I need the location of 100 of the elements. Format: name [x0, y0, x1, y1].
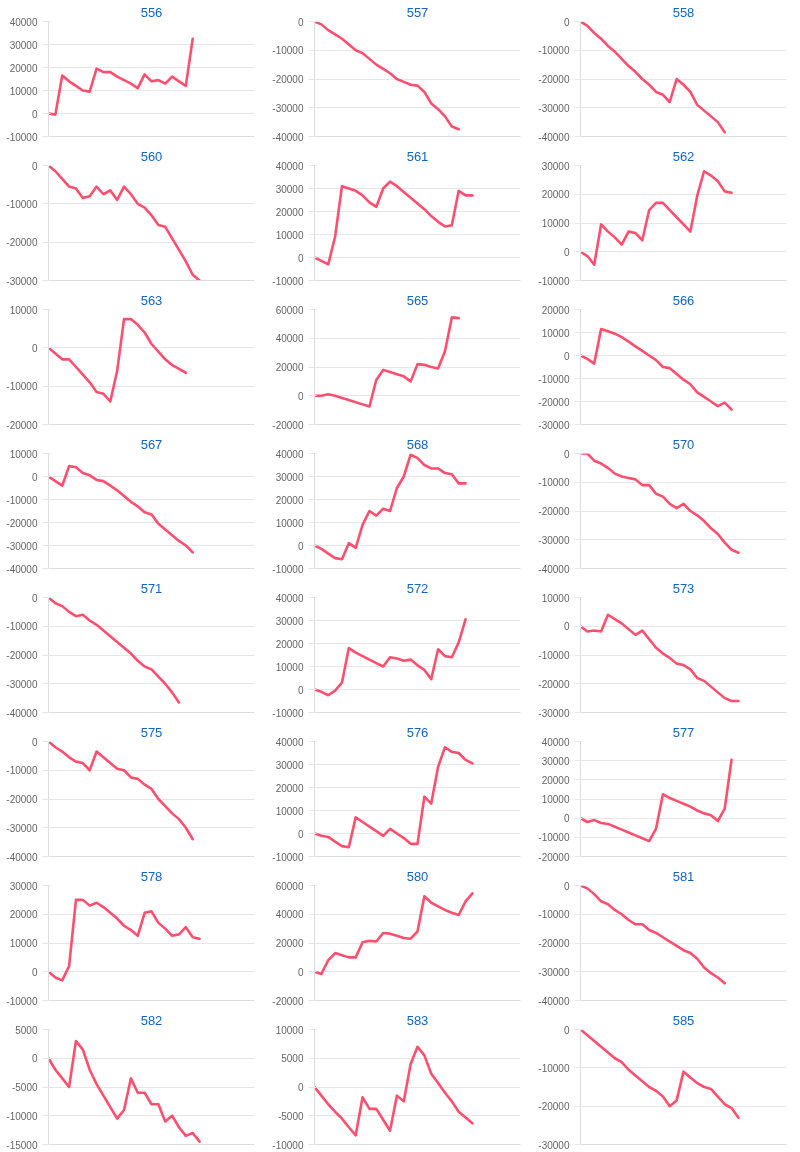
- y-tick-label: 0: [297, 1082, 304, 1093]
- y-tick-label: 20000: [541, 189, 570, 201]
- y-tick-label: -30000: [538, 534, 570, 546]
- y-tick-label: 0: [31, 471, 38, 483]
- y-tick-label: 20000: [9, 909, 38, 921]
- y-tick-label: 30000: [275, 183, 304, 195]
- y-tick-label: 30000: [9, 39, 38, 51]
- y-tick-label: -40000: [538, 995, 570, 1007]
- y-tick-label: 10000: [275, 229, 304, 241]
- line-series: [48, 741, 194, 841]
- line-series: [580, 169, 733, 266]
- y-tick-label: 10000: [275, 661, 304, 673]
- y-tick-label: 0: [31, 342, 38, 354]
- chart-title: 560: [140, 148, 163, 164]
- y-tick-label: 20000: [275, 938, 304, 949]
- y-tick-label: -20000: [538, 678, 570, 690]
- y-tick-label: -10000: [538, 650, 570, 661]
- y-tick-label: 0: [563, 621, 570, 633]
- line-series: [314, 21, 460, 131]
- y-tick-label: -10000: [272, 563, 304, 575]
- y-tick-label: -20000: [272, 995, 304, 1007]
- y-tick-label: 0: [31, 1053, 38, 1065]
- y-tick-label: -30000: [538, 707, 570, 719]
- y-tick-label: 0: [563, 813, 570, 825]
- line-series: [314, 892, 474, 976]
- line-series: [314, 1045, 474, 1137]
- y-tick-label: 40000: [275, 736, 304, 748]
- chart-title: 573: [672, 580, 695, 596]
- y-tick-label: 0: [297, 684, 304, 696]
- y-tick-label: -40000: [6, 563, 38, 575]
- y-tick-label: -10000: [6, 995, 38, 1007]
- y-tick-label: -10000: [272, 1139, 304, 1151]
- y-tick-label: 10000: [541, 794, 570, 805]
- y-tick-label: -10000: [6, 765, 38, 777]
- y-tick-label: -10000: [6, 381, 38, 393]
- y-tick-label: -10000: [6, 494, 38, 506]
- y-tick-label: 0: [31, 966, 38, 978]
- line-series: [580, 885, 726, 985]
- y-tick-label: -10000: [538, 373, 570, 385]
- y-tick-label: 60000: [275, 304, 304, 316]
- y-tick-label: -10000: [6, 1110, 38, 1122]
- chart-title: 580: [406, 868, 429, 884]
- y-tick-label: -20000: [538, 851, 570, 863]
- chart-title: 562: [672, 148, 695, 164]
- y-tick-label: -20000: [272, 74, 304, 85]
- y-tick-label: 40000: [275, 909, 304, 921]
- y-tick-label: 40000: [275, 160, 304, 172]
- y-tick-label: -10000: [6, 621, 38, 633]
- line-series: [48, 898, 201, 982]
- y-tick-label: -10000: [6, 131, 38, 143]
- y-tick-label: -10000: [538, 45, 570, 57]
- y-tick-label: -30000: [6, 822, 38, 834]
- line-series: [314, 316, 460, 408]
- y-tick-label: -40000: [6, 851, 38, 863]
- y-tick-label: 40000: [9, 16, 38, 28]
- y-tick-label: -10000: [6, 198, 38, 210]
- y-tick-label: 20000: [9, 62, 38, 74]
- y-tick-label: -20000: [538, 938, 570, 949]
- chart-title: 572: [406, 580, 429, 596]
- line-series: [580, 1029, 740, 1119]
- y-tick-label: 10000: [9, 304, 38, 316]
- y-tick-label: 0: [563, 246, 570, 258]
- chart-title: 578: [140, 868, 163, 884]
- chart-title: 583: [406, 1012, 429, 1028]
- y-tick-label: -20000: [272, 419, 304, 431]
- chart-title: 582: [140, 1012, 163, 1028]
- line-series: [48, 1039, 201, 1143]
- y-tick-label: -30000: [538, 419, 570, 431]
- line-series: [48, 597, 181, 704]
- y-tick-label: -10000: [538, 275, 570, 287]
- line-series: [314, 180, 474, 266]
- chart-title: 567: [140, 436, 163, 452]
- y-tick-label: 20000: [541, 774, 570, 786]
- y-tick-label: -5000: [11, 1082, 38, 1093]
- y-tick-label: 0: [31, 160, 38, 172]
- chart-title: 558: [672, 4, 695, 20]
- chart-title: 565: [406, 292, 429, 308]
- y-tick-label: 20000: [275, 206, 304, 218]
- line-series: [314, 453, 467, 561]
- chart-title: 571: [140, 580, 163, 596]
- line-series: [314, 745, 474, 849]
- y-tick-label: -30000: [538, 102, 570, 114]
- y-tick-label: -10000: [272, 707, 304, 719]
- y-tick-label: 20000: [275, 638, 304, 650]
- y-tick-label: -30000: [6, 275, 38, 287]
- y-tick-label: 30000: [541, 755, 570, 767]
- y-tick-label: 0: [297, 16, 304, 28]
- y-tick-label: 30000: [275, 615, 304, 627]
- chart-title: 581: [672, 868, 695, 884]
- y-tick-label: -20000: [6, 650, 38, 661]
- chart-title: 563: [140, 292, 163, 308]
- y-tick-label: -15000: [6, 1139, 38, 1151]
- y-tick-label: 10000: [9, 938, 38, 949]
- y-tick-label: -20000: [6, 794, 38, 805]
- y-tick-label: -10000: [272, 851, 304, 863]
- y-tick-label: 40000: [275, 592, 304, 604]
- y-tick-label: 10000: [541, 218, 570, 229]
- chart-title: 577: [672, 724, 695, 740]
- y-tick-label: 0: [563, 1024, 570, 1036]
- y-tick-label: -30000: [6, 540, 38, 552]
